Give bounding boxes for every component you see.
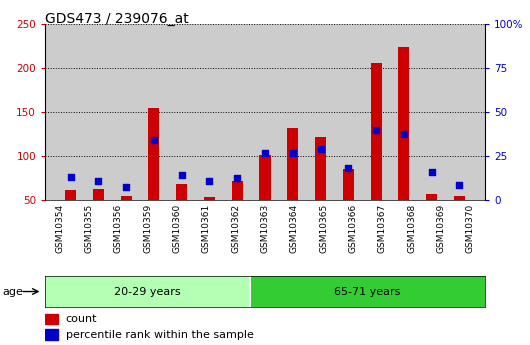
Text: GSM10370: GSM10370 bbox=[466, 204, 475, 253]
Point bbox=[455, 183, 464, 188]
Text: 65-71 years: 65-71 years bbox=[334, 287, 401, 296]
Text: GSM10354: GSM10354 bbox=[55, 204, 64, 253]
Text: GSM10367: GSM10367 bbox=[378, 204, 387, 253]
Bar bbox=[121, 196, 131, 200]
Point bbox=[400, 131, 408, 137]
Bar bbox=[399, 47, 409, 200]
Text: GSM10355: GSM10355 bbox=[85, 204, 93, 253]
Text: GSM10363: GSM10363 bbox=[261, 204, 269, 253]
Text: GSM10361: GSM10361 bbox=[202, 204, 211, 253]
Bar bbox=[260, 155, 270, 200]
Text: GSM10362: GSM10362 bbox=[231, 204, 240, 253]
Point bbox=[66, 175, 75, 180]
Bar bbox=[454, 196, 465, 200]
Point bbox=[122, 184, 130, 190]
Text: count: count bbox=[66, 314, 97, 324]
Text: GSM10356: GSM10356 bbox=[114, 204, 123, 253]
Bar bbox=[65, 189, 76, 200]
Point bbox=[233, 175, 242, 181]
Text: age: age bbox=[3, 287, 23, 296]
Point bbox=[372, 127, 381, 132]
Text: GSM10365: GSM10365 bbox=[319, 204, 328, 253]
Point bbox=[261, 151, 269, 156]
Bar bbox=[204, 197, 215, 200]
Bar bbox=[287, 128, 298, 200]
Bar bbox=[426, 194, 437, 200]
FancyBboxPatch shape bbox=[45, 276, 250, 307]
Bar bbox=[176, 184, 187, 200]
Bar bbox=[343, 169, 354, 200]
Bar bbox=[45, 314, 58, 324]
Point bbox=[427, 169, 436, 175]
Bar bbox=[148, 108, 160, 200]
Text: GSM10360: GSM10360 bbox=[173, 204, 181, 253]
Point bbox=[149, 138, 158, 143]
Point bbox=[344, 165, 352, 170]
Bar bbox=[93, 189, 104, 200]
Text: percentile rank within the sample: percentile rank within the sample bbox=[66, 330, 253, 340]
Bar bbox=[370, 63, 382, 200]
Text: GSM10368: GSM10368 bbox=[407, 204, 416, 253]
Text: GSM10366: GSM10366 bbox=[349, 204, 357, 253]
Point bbox=[94, 178, 103, 184]
Text: GDS473 / 239076_at: GDS473 / 239076_at bbox=[45, 12, 189, 26]
Text: 20-29 years: 20-29 years bbox=[114, 287, 181, 296]
Text: GSM10369: GSM10369 bbox=[437, 204, 445, 253]
Point bbox=[288, 150, 297, 155]
Bar bbox=[45, 329, 58, 340]
Text: GSM10359: GSM10359 bbox=[143, 204, 152, 253]
Bar bbox=[315, 137, 326, 200]
Text: GSM10364: GSM10364 bbox=[290, 204, 299, 253]
Bar bbox=[232, 181, 243, 200]
Point bbox=[205, 178, 214, 184]
Point bbox=[178, 173, 186, 178]
Point bbox=[316, 146, 325, 152]
FancyBboxPatch shape bbox=[250, 276, 485, 307]
